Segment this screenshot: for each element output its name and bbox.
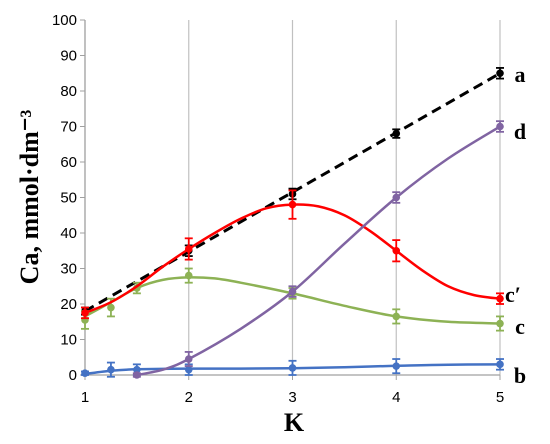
data-point-b-0 xyxy=(81,369,89,378)
data-point-d-2 xyxy=(288,287,297,296)
data-point-c-prime-4 xyxy=(496,294,504,303)
data-point-c-5 xyxy=(392,312,401,321)
y-tick-label-0: 0 xyxy=(69,367,77,384)
data-point-c-prime-3 xyxy=(392,246,401,255)
x-tick-label-3: 3 xyxy=(288,389,296,406)
series-label-a: a xyxy=(515,62,526,87)
data-point-b-3 xyxy=(184,365,193,374)
series-labels: a bc c′ d xyxy=(505,62,526,388)
y-tick-label-30: 30 xyxy=(60,261,77,278)
series-d xyxy=(132,120,504,379)
series-label-c: c xyxy=(515,314,525,339)
data-point-b-6 xyxy=(496,360,504,369)
y-tick-label-100: 100 xyxy=(52,12,77,29)
y-tick-label-80: 80 xyxy=(60,83,77,100)
series-label-d: d xyxy=(514,119,526,144)
series-label-c-prime: c′ xyxy=(505,282,521,307)
series-label-b: b xyxy=(514,363,526,388)
y-axis-title: Ca, mmol·dm⁻³ xyxy=(15,109,44,284)
series-line-b xyxy=(84,363,501,376)
y-tick-label-50: 50 xyxy=(60,190,77,207)
x-tick-label-2: 2 xyxy=(185,389,193,406)
tick-labels: 0 10 20 30 40 50 60 70 80 90 100 1 2 3 4 5 xyxy=(52,12,504,406)
data-point-c-3 xyxy=(184,271,193,280)
data-point-c-6 xyxy=(496,319,504,328)
data-point-d-4 xyxy=(496,122,504,131)
y-tick-label-10: 10 xyxy=(60,332,77,349)
y-tick-label-40: 40 xyxy=(60,225,77,242)
data-point-b-5 xyxy=(392,362,401,370)
y-tick-label-20: 20 xyxy=(60,296,77,313)
x-tick-label-5: 5 xyxy=(496,389,504,406)
data-point-d-3 xyxy=(392,193,401,202)
y-tick-label-90: 90 xyxy=(60,48,77,65)
data-point-c-prime-2 xyxy=(288,200,297,209)
x-tick-label-4: 4 xyxy=(392,389,400,406)
data-point-d-0 xyxy=(133,371,141,379)
data-point-a-4 xyxy=(496,69,504,78)
data-point-c-prime-0 xyxy=(81,309,89,317)
series-b xyxy=(81,358,504,378)
data-point-b-4 xyxy=(288,364,297,372)
data-point-b-2 xyxy=(133,365,141,374)
x-axis-title: K xyxy=(284,408,305,437)
data-point-d-1 xyxy=(184,355,193,363)
data-point-a-3 xyxy=(392,129,401,138)
data-point-c-prime-1 xyxy=(184,245,193,253)
series-c-prime xyxy=(81,189,504,320)
data-point-c-1 xyxy=(107,303,115,312)
data-point-b-1 xyxy=(107,365,115,374)
y-tick-label-60: 60 xyxy=(60,154,77,171)
y-tick-label-70: 70 xyxy=(60,119,77,136)
x-tick-label-1: 1 xyxy=(81,389,89,406)
series-layer xyxy=(81,67,504,379)
